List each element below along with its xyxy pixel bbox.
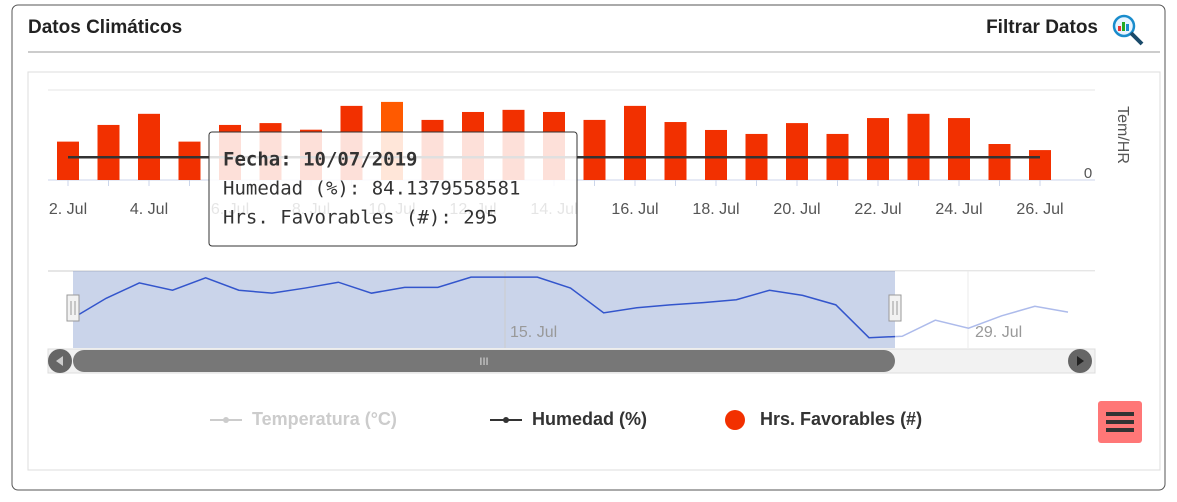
x-tick-label: 2. Jul xyxy=(49,201,87,218)
legend: Temperatura (°C) Humedad (%) Hrs. Favorabl… xyxy=(210,409,922,430)
legend-label: Humedad (%) xyxy=(532,409,647,429)
bar xyxy=(665,122,687,180)
tooltip-line: Hrs. Favorables (#): 295 xyxy=(223,207,498,229)
scrollbar[interactable]: III xyxy=(48,349,1095,373)
bar xyxy=(624,106,646,180)
y2-tick-label: 0 xyxy=(1084,165,1092,182)
navigator: 15. Jul 29. Jul xyxy=(48,271,1095,348)
bar xyxy=(57,142,79,180)
bar xyxy=(908,114,930,180)
x-tick-label: 18. Jul xyxy=(692,201,739,218)
tooltip-line: Fecha: 10/07/2019 xyxy=(223,149,417,171)
navigator-handle[interactable] xyxy=(67,295,79,321)
navigator-handle[interactable] xyxy=(889,295,901,321)
bar xyxy=(1029,150,1051,180)
x-tick-label: 24. Jul xyxy=(935,201,982,218)
tooltip-line: Humedad (%): 84.1379558581 xyxy=(223,178,520,200)
menu-button[interactable] xyxy=(1098,401,1142,443)
bar xyxy=(948,118,970,180)
x-tick-label: 26. Jul xyxy=(1016,201,1063,218)
bar xyxy=(705,130,727,180)
x-tick-label: 16. Jul xyxy=(611,201,658,218)
bar xyxy=(584,120,606,180)
svg-text:III: III xyxy=(479,356,488,368)
tooltip: Fecha: 10/07/2019 Humedad (%): 84.1379558… xyxy=(209,132,577,246)
legend-label: Hrs. Favorables (#) xyxy=(760,409,922,429)
bar xyxy=(989,144,1011,180)
bar xyxy=(138,114,160,180)
y2-axis-label: Tem/HR xyxy=(1114,106,1131,164)
navigator-label: 29. Jul xyxy=(975,324,1022,341)
filter-button[interactable]: Filtrar Datos xyxy=(986,17,1098,38)
bar xyxy=(179,142,201,180)
bar xyxy=(786,123,808,180)
legend-symbol xyxy=(725,410,745,430)
x-tick-label: 4. Jul xyxy=(130,201,168,218)
navigator-label: 15. Jul xyxy=(510,324,557,341)
panel-title: Datos Climáticos xyxy=(28,17,182,38)
navigator-selection[interactable] xyxy=(73,271,895,348)
legend-symbol xyxy=(503,417,509,423)
x-tick-label: 20. Jul xyxy=(773,201,820,218)
x-tick-label: 22. Jul xyxy=(854,201,901,218)
bar xyxy=(867,118,889,180)
legend-label: Temperatura (°C) xyxy=(252,409,397,429)
bar xyxy=(98,125,120,180)
legend-symbol xyxy=(223,417,229,423)
